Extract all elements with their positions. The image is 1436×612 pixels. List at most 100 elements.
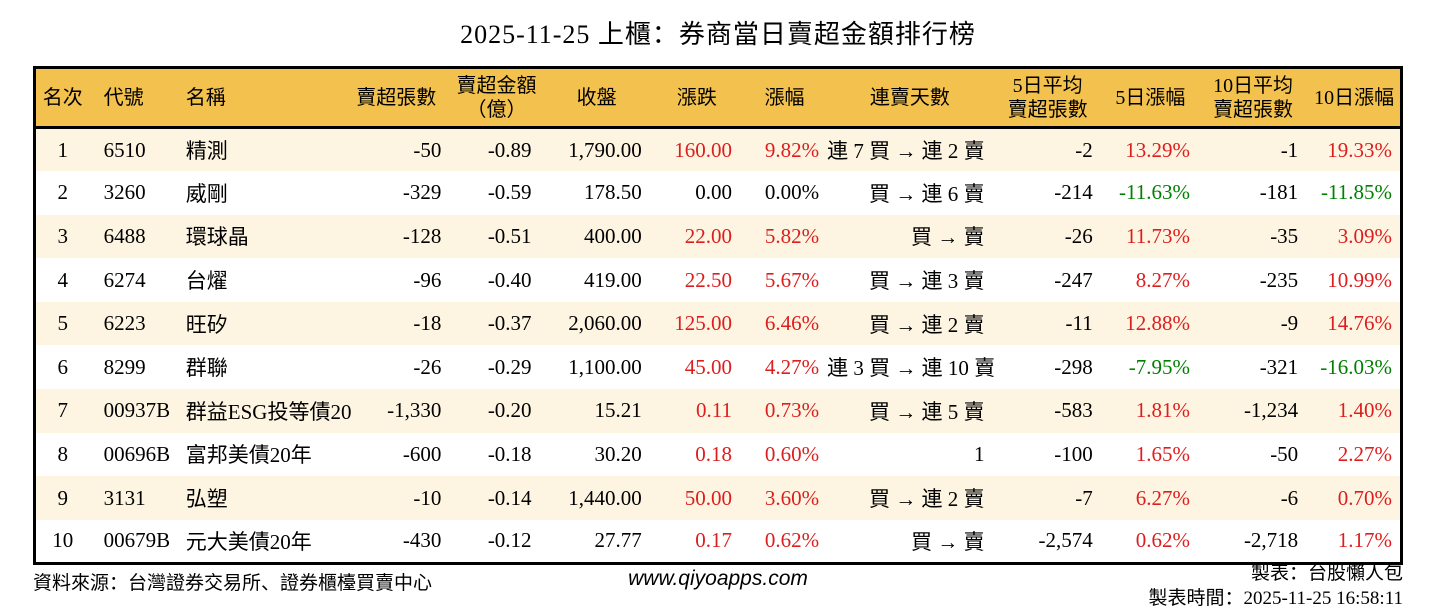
cell: 3.09%: [1337, 223, 1392, 248]
column-header-1: 代號: [89, 67, 180, 129]
cell: 弘塑: [185, 487, 228, 512]
cell: 1.40%: [1337, 398, 1392, 423]
cell: -0.37: [487, 311, 532, 336]
cell: 精測: [185, 139, 228, 164]
website-watermark: www.qiyoapps.com: [628, 567, 808, 590]
cell: -11.63%: [1118, 180, 1190, 205]
cell: 6274: [103, 267, 146, 292]
cell: 3260: [103, 180, 146, 205]
cell: 11.73%: [1125, 223, 1190, 248]
cell: 2,060.00: [568, 311, 642, 336]
cell: -11.85%: [1321, 180, 1392, 205]
cell: -7: [1075, 485, 1093, 510]
maker-info: 製表：台股懶人包 製表時間：2025-11-25 16:58:11: [1148, 561, 1403, 611]
cell: 連 3 買 → 連 10 賣: [827, 356, 996, 381]
cell: -9: [1280, 311, 1299, 336]
table-row: 9 3131 弘塑 -10 -0.14 1,440.00 50.00 3.60% 買 → 連 2…: [34, 476, 1402, 520]
cell: -0.51: [487, 223, 532, 248]
cell: -1,234: [1243, 398, 1299, 423]
cell: -0.59: [487, 180, 532, 205]
cell: 30.20: [594, 441, 642, 466]
cell: 買 → 連 3 賣: [869, 269, 985, 294]
cell: 買 → 賣: [911, 529, 985, 554]
cell: 威剛: [185, 181, 228, 206]
cell: 0.73%: [764, 398, 820, 423]
cell: 400.00: [584, 223, 642, 248]
cell: 0.60%: [764, 441, 820, 466]
cell: -235: [1259, 267, 1299, 292]
column-header-6: 漲跌: [651, 67, 742, 129]
cell: 0.62%: [1135, 528, 1190, 553]
cell: -0.20: [487, 398, 532, 423]
cell: 1,100.00: [568, 354, 642, 379]
cell: 6.46%: [764, 311, 820, 336]
table-row: 7 00937B 群益ESG投等債20 -1,330 -0.20 15.21 0.11 0.7…: [34, 389, 1402, 433]
cell: 買 → 連 2 賣: [869, 487, 985, 512]
cell: -6: [1280, 485, 1299, 510]
cell: -321: [1259, 354, 1299, 379]
table-header: 名次 代號 名稱 賣超張數 賣超金額 （億） 收盤 漲跌 漲幅 連賣天數 5日平均 賣超張數 5日漲…: [34, 67, 1402, 129]
cell: 0.00: [695, 180, 732, 205]
cell: 00937B: [103, 398, 171, 423]
cell: -214: [1054, 180, 1093, 205]
cell: 0.11: [696, 398, 732, 423]
cell: 0.17: [695, 528, 732, 553]
cell: 15.21: [594, 398, 642, 423]
cell: 4.27%: [764, 354, 820, 379]
cell: 8299: [103, 354, 146, 379]
cell: 22.00: [684, 223, 732, 248]
cell: 1,440.00: [568, 485, 642, 510]
column-header-9: 5日平均 賣超張數: [992, 67, 1103, 129]
cell: -18: [413, 311, 442, 336]
cell: 6: [57, 354, 69, 379]
cell: 買 → 連 5 賣: [869, 399, 985, 424]
cell: 群聯: [185, 356, 228, 381]
cell: 10: [52, 528, 74, 553]
table-row: 5 6223 旺矽 -18 -0.37 2,060.00 125.00 6.46% 買 → 連 …: [34, 301, 1402, 346]
cell: 19.33%: [1327, 137, 1392, 162]
cell: -0.40: [487, 267, 532, 292]
cell: -128: [402, 223, 442, 248]
column-header-7: 漲幅: [741, 67, 828, 129]
cell: -50: [413, 137, 442, 162]
cell: 1: [57, 137, 69, 162]
cell: -2,574: [1038, 528, 1093, 553]
table-row: 6 8299 群聯 -26 -0.29 1,100.00 45.00 4.27% 連 3 買 →…: [34, 345, 1402, 390]
cell: -298: [1054, 354, 1093, 379]
cell: 6223: [103, 311, 146, 336]
cell: 160.00: [674, 137, 732, 162]
page-title: 2025-11-25 上櫃：券商當日賣超金額排行榜: [460, 20, 976, 49]
cell: -0.18: [487, 441, 532, 466]
cell: -600: [402, 441, 442, 466]
cell: 連 7 買 → 連 2 賣: [827, 139, 985, 164]
cell: 6488: [103, 223, 146, 248]
cell: 7: [57, 398, 69, 423]
cell: 6510: [103, 137, 146, 162]
cell: -7.95%: [1128, 354, 1190, 379]
cell: 0.62%: [764, 528, 820, 553]
data-source-note: 資料來源：台灣證券交易所、證券櫃檯買賣中心: [33, 573, 433, 594]
table-body: 1 6510 精測 -50 -0.89 1,790.00 160.00 9.82% 連 7 買 …: [34, 127, 1402, 564]
cell: -247: [1054, 267, 1093, 292]
cell: 10.99%: [1327, 267, 1392, 292]
cell: 13.29%: [1125, 137, 1190, 162]
cell: -0.12: [487, 528, 532, 553]
cell: 買 → 賣: [911, 225, 985, 250]
cell: 1,790.00: [568, 137, 642, 162]
cell: 環球晶: [185, 225, 249, 250]
cell: -430: [402, 528, 442, 553]
cell: 買 → 連 2 賣: [869, 312, 985, 337]
cell: 買 → 連 6 賣: [869, 181, 985, 206]
cell: -329: [402, 180, 442, 205]
cell: 14.76%: [1327, 311, 1392, 336]
cell: -10: [413, 485, 442, 510]
cell: -0.29: [487, 354, 532, 379]
cell: 22.50: [684, 267, 732, 292]
cell: 9.82%: [764, 137, 820, 162]
column-header-12: 10日漲幅: [1308, 67, 1402, 129]
cell: 178.50: [584, 180, 642, 205]
cell: 5.67%: [764, 267, 820, 292]
cell: 1.65%: [1135, 441, 1190, 466]
table-row: 4 6274 台燿 -96 -0.40 419.00 22.50 5.67% 買 → 連 3 賣…: [34, 258, 1402, 302]
cell: -50: [1270, 441, 1299, 466]
